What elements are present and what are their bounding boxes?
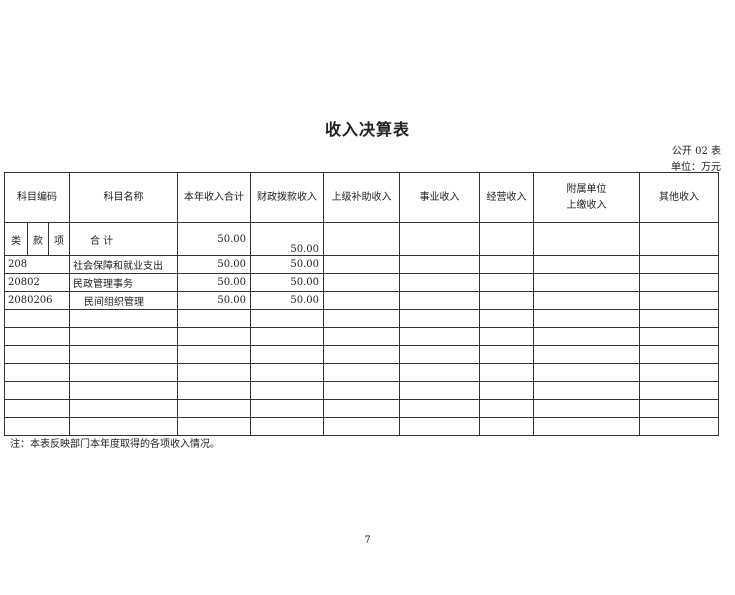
empty-row xyxy=(4,327,719,346)
header-row: 科目编码 科目名称 本年收入合计 财政拨款收入 上级补助收入 事业收入 经营收入… xyxy=(4,172,719,223)
income-table: 科目编码 科目名称 本年收入合计 财政拨款收入 上级补助收入 事业收入 经营收入… xyxy=(4,172,719,436)
sum-total: 50.00 xyxy=(177,222,251,256)
header-operating: 经营收入 xyxy=(479,172,534,223)
table-row: 20802 民政管理事务 50.00 50.00 xyxy=(4,273,719,292)
row-fiscal: 50.00 xyxy=(250,273,324,292)
row-fiscal: 50.00 xyxy=(250,255,324,274)
row-name: 社会保障和就业支出 xyxy=(69,255,178,274)
row-name: 民间组织管理 xyxy=(69,291,178,310)
xiang-label: 项 xyxy=(48,222,70,256)
page-title: 收入决算表 xyxy=(324,120,410,139)
sum-fiscal: 50.00 xyxy=(250,222,324,256)
header-superior: 上级补助收入 xyxy=(323,172,400,223)
row-fiscal: 50.00 xyxy=(250,291,324,310)
lei-label: 类 xyxy=(4,222,28,256)
header-affiliated: 附属单位 上缴收入 xyxy=(533,172,640,223)
kuan-label: 款 xyxy=(27,222,49,256)
header-affiliated-line1: 附属单位 xyxy=(566,183,607,195)
header-other: 其他收入 xyxy=(639,172,719,223)
sum-row: 类 款 项 合 计 50.00 50.00 xyxy=(4,222,719,256)
row-name: 民政管理事务 xyxy=(69,273,178,292)
empty-row xyxy=(4,399,719,418)
empty-row xyxy=(4,309,719,328)
row-total: 50.00 xyxy=(177,291,251,310)
page-number: 7 xyxy=(364,535,371,546)
header-code: 科目编码 xyxy=(4,172,70,223)
header-fiscal: 财政拨款收入 xyxy=(250,172,324,223)
unit-label: 单位：万元 xyxy=(671,162,721,173)
header-name: 科目名称 xyxy=(69,172,178,223)
header-total: 本年收入合计 xyxy=(177,172,251,223)
row-total: 50.00 xyxy=(177,273,251,292)
empty-row xyxy=(4,345,719,364)
empty-rows xyxy=(4,309,719,436)
row-code: 20802 xyxy=(4,273,70,292)
header-affiliated-line2: 上缴收入 xyxy=(566,199,607,211)
empty-row xyxy=(4,381,719,400)
form-number: 公开 02 表 xyxy=(671,146,721,157)
empty-row xyxy=(4,363,719,382)
sum-label: 合 计 xyxy=(69,222,178,256)
row-code: 2080206 xyxy=(4,291,70,310)
empty-row xyxy=(4,417,719,436)
table-row: 208 社会保障和就业支出 50.00 50.00 xyxy=(4,255,719,274)
table-row: 2080206 民间组织管理 50.00 50.00 xyxy=(4,291,719,310)
row-code: 208 xyxy=(4,255,70,274)
row-total: 50.00 xyxy=(177,255,251,274)
header-business: 事业收入 xyxy=(399,172,480,223)
footnote: 注：本表反映部门本年度取得的各项收入情况。 xyxy=(10,439,220,450)
